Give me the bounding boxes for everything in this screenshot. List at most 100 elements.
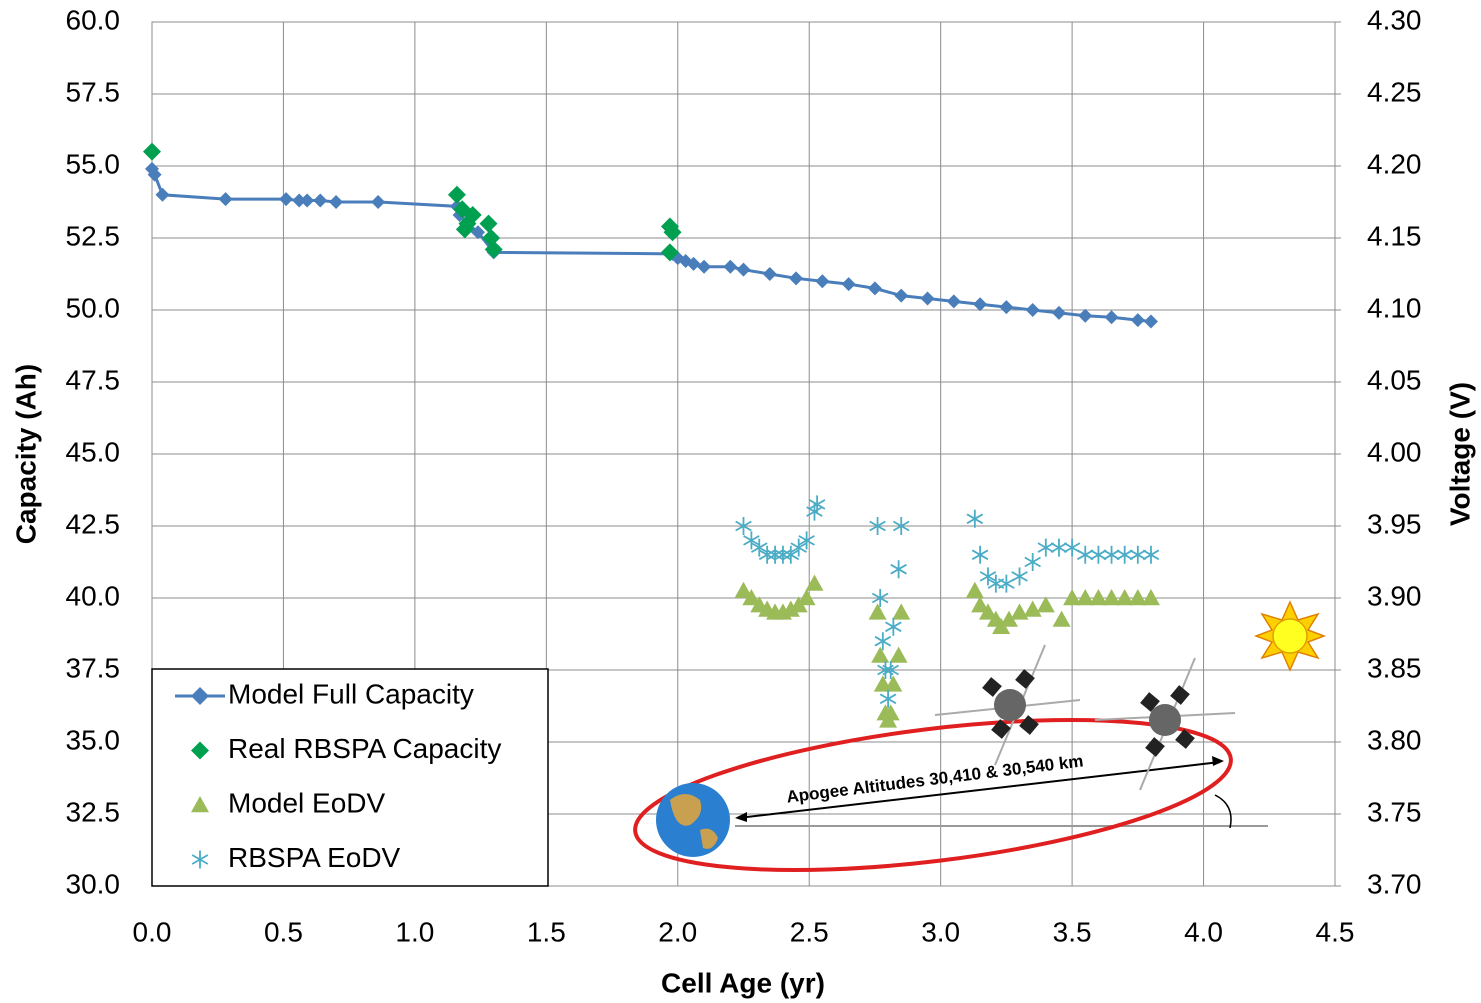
marker bbox=[1129, 545, 1147, 564]
marker bbox=[447, 185, 466, 204]
marker bbox=[808, 495, 826, 514]
annotation: Apogee Altitudes 30,410 & 30,540 km bbox=[785, 751, 1084, 806]
marker bbox=[758, 545, 776, 564]
marker bbox=[882, 661, 899, 679]
marker bbox=[1076, 545, 1094, 564]
x-tick-label: 3.0 bbox=[921, 916, 960, 947]
marker bbox=[1000, 610, 1019, 627]
marker bbox=[371, 195, 386, 209]
y2-tick-label: 3.80 bbox=[1367, 724, 1422, 755]
marker bbox=[1063, 538, 1081, 557]
x-tick-label: 1.0 bbox=[395, 916, 434, 947]
x-tick-label: 0.5 bbox=[264, 916, 303, 947]
marker bbox=[735, 517, 752, 535]
marker bbox=[300, 193, 315, 208]
marker bbox=[1051, 305, 1066, 320]
marker bbox=[686, 256, 701, 271]
marker bbox=[292, 193, 307, 208]
marker bbox=[743, 531, 760, 550]
marker bbox=[815, 274, 830, 289]
marker bbox=[978, 603, 997, 620]
series bbox=[145, 161, 1158, 329]
y-tick-label: 35.0 bbox=[66, 724, 121, 755]
earth-land bbox=[670, 794, 718, 849]
y2-tick-label: 3.75 bbox=[1367, 796, 1422, 827]
marker bbox=[697, 259, 712, 274]
marker bbox=[774, 545, 792, 564]
marker bbox=[869, 517, 886, 535]
marker bbox=[998, 574, 1015, 593]
marker bbox=[871, 589, 889, 607]
marker bbox=[782, 545, 800, 564]
y2-tick-label: 4.30 bbox=[1367, 4, 1422, 35]
marker bbox=[946, 294, 961, 309]
legend-label: Real RBSPA Capacity bbox=[228, 733, 501, 764]
marker bbox=[455, 220, 474, 239]
marker bbox=[1141, 589, 1160, 606]
y-tick-label: 30.0 bbox=[66, 868, 121, 899]
x-tick-label: 4.0 bbox=[1184, 916, 1223, 947]
marker bbox=[1130, 313, 1145, 328]
y-tick-label: 60.0 bbox=[66, 4, 121, 35]
marker bbox=[329, 195, 344, 209]
marker bbox=[1025, 303, 1040, 317]
marker bbox=[966, 509, 984, 528]
series bbox=[735, 495, 1160, 708]
data-marks bbox=[143, 142, 1160, 728]
marker bbox=[313, 193, 328, 208]
y-tick-label: 52.5 bbox=[66, 220, 121, 251]
y-axis-label: Capacity (Ah) bbox=[10, 364, 41, 544]
x-axis-label: Cell Age (yr) bbox=[661, 967, 825, 998]
marker bbox=[892, 603, 911, 620]
marker bbox=[1063, 589, 1082, 606]
marker bbox=[1090, 545, 1107, 564]
marker bbox=[723, 259, 738, 274]
marker bbox=[1076, 589, 1095, 606]
y-tick-label: 55.0 bbox=[66, 148, 121, 179]
marker bbox=[1104, 310, 1119, 325]
series bbox=[734, 574, 1160, 728]
marker bbox=[867, 281, 882, 296]
y-tick-label: 57.5 bbox=[66, 76, 121, 107]
marker bbox=[1010, 603, 1029, 620]
y2-axis-label: Voltage (V) bbox=[1444, 382, 1475, 526]
marker bbox=[484, 240, 503, 259]
y-tick-label: 37.5 bbox=[66, 652, 121, 683]
marker bbox=[1050, 538, 1068, 557]
arrow bbox=[737, 761, 1221, 819]
legend-box bbox=[151, 668, 549, 887]
marker bbox=[1036, 596, 1055, 613]
marker bbox=[971, 545, 989, 564]
x-tick-label: 0.0 bbox=[133, 916, 172, 947]
marker bbox=[279, 192, 294, 207]
marker bbox=[889, 646, 908, 663]
orbit-illustration: Apogee Altitudes 30,410 & 30,540 km bbox=[633, 600, 1327, 873]
y2-tick-label: 3.85 bbox=[1367, 652, 1422, 683]
y2-tick-label: 4.10 bbox=[1367, 292, 1422, 323]
marker bbox=[750, 538, 768, 557]
marker bbox=[736, 262, 751, 277]
marker bbox=[463, 205, 482, 224]
marker bbox=[885, 617, 902, 636]
marker bbox=[191, 796, 209, 813]
marker bbox=[999, 300, 1014, 315]
marker bbox=[1037, 538, 1055, 557]
legend-label: Model EoDV bbox=[228, 787, 386, 818]
marker bbox=[781, 600, 800, 617]
marker bbox=[147, 167, 162, 182]
marker bbox=[871, 646, 890, 663]
y2-tick-label: 3.90 bbox=[1367, 580, 1422, 611]
marker bbox=[191, 687, 209, 705]
marker bbox=[1128, 589, 1147, 606]
x-tick-label: 2.5 bbox=[790, 916, 829, 947]
marker bbox=[762, 267, 777, 281]
marker bbox=[879, 689, 897, 708]
y-tick-label: 47.5 bbox=[66, 364, 121, 395]
marker bbox=[1142, 545, 1160, 564]
satellite bbox=[1094, 657, 1236, 791]
marker bbox=[191, 850, 209, 869]
x-tick-label: 1.5 bbox=[527, 916, 566, 947]
marker bbox=[191, 741, 209, 760]
